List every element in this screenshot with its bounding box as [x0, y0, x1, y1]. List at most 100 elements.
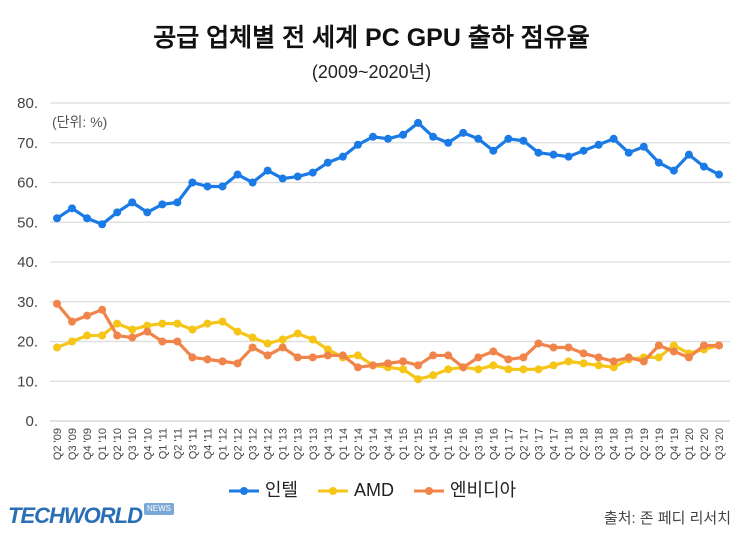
data-point-1 [68, 337, 77, 346]
data-point-2 [669, 347, 678, 356]
data-point-0 [414, 118, 423, 127]
legend-label-intel: 인텔 [264, 480, 298, 500]
data-point-1 [233, 327, 242, 336]
data-point-0 [654, 158, 663, 167]
data-point-1 [504, 365, 513, 374]
data-point-2 [218, 357, 227, 366]
data-point-0 [489, 146, 498, 155]
x-tick-label: Q1 '18 [564, 428, 576, 460]
data-point-1 [218, 317, 227, 326]
y-tick-label: 80. [17, 95, 38, 112]
x-tick-label: Q4 '16 [488, 428, 500, 460]
data-point-2 [715, 341, 723, 350]
x-tick-label: Q4 '12 [263, 428, 275, 460]
data-point-0 [474, 134, 483, 143]
data-point-0 [83, 214, 92, 223]
data-point-0 [624, 148, 633, 157]
data-point-1 [399, 365, 408, 374]
data-point-0 [715, 170, 723, 179]
data-point-2 [549, 343, 558, 352]
data-point-1 [609, 363, 618, 372]
x-tick-label: Q2 '09 [52, 428, 64, 460]
x-tick-label: Q2 '20 [699, 428, 711, 460]
legend-marker-amd [317, 486, 348, 495]
data-point-1 [549, 361, 558, 370]
data-point-0 [699, 162, 708, 171]
data-point-2 [519, 353, 528, 362]
data-point-0 [98, 220, 107, 229]
data-point-1 [173, 319, 182, 328]
data-point-2 [293, 353, 302, 362]
data-point-2 [323, 351, 332, 360]
data-point-0 [173, 198, 182, 207]
data-point-1 [248, 333, 257, 342]
data-point-2 [98, 305, 107, 314]
data-point-0 [68, 204, 77, 213]
x-tick-label: Q3 '17 [533, 428, 545, 460]
x-tick-label: Q3 '13 [308, 428, 320, 460]
data-point-1 [263, 339, 272, 348]
data-point-1 [278, 335, 287, 344]
data-point-2 [414, 361, 423, 370]
data-point-2 [429, 351, 438, 360]
data-point-2 [579, 349, 588, 358]
data-point-1 [429, 371, 438, 380]
data-point-2 [489, 347, 498, 356]
y-tick-label: 30. [17, 294, 38, 311]
data-point-0 [504, 134, 513, 143]
y-tick-label: 60. [17, 175, 38, 192]
data-point-2 [534, 339, 543, 348]
data-point-1 [594, 361, 603, 370]
data-point-0 [293, 172, 302, 181]
data-point-2 [278, 343, 287, 352]
x-tick-label: Q2 '10 [112, 428, 124, 460]
data-point-0 [308, 168, 317, 177]
data-point-0 [579, 146, 588, 155]
data-point-2 [639, 357, 648, 366]
data-point-0 [203, 182, 212, 191]
legend-marker-nvidia [413, 486, 444, 495]
data-point-1 [323, 345, 332, 354]
source-note: 출처: 존 페디 리서치 [603, 510, 731, 527]
x-tick-label: Q4 '13 [323, 428, 335, 460]
data-point-0 [399, 130, 408, 139]
data-point-0 [248, 178, 257, 187]
data-point-2 [173, 337, 182, 346]
x-tick-label: Q4 '15 [428, 428, 440, 460]
data-point-1 [308, 335, 317, 344]
data-point-0 [338, 152, 347, 161]
x-tick-label: Q2 '19 [639, 428, 651, 460]
x-tick-label: Q4 '17 [549, 428, 561, 460]
data-point-2 [113, 331, 122, 340]
data-point-1 [98, 331, 107, 340]
x-tick-label: Q3 '19 [654, 428, 666, 460]
data-point-1 [53, 343, 61, 352]
legend-item-amd: AMD [316, 480, 394, 501]
data-point-2 [564, 343, 573, 352]
y-tick-label: 20. [17, 334, 38, 351]
x-tick-label: Q3 '10 [127, 428, 139, 460]
data-point-1 [414, 375, 423, 384]
data-point-1 [654, 353, 663, 362]
data-point-0 [444, 138, 453, 147]
data-point-2 [233, 359, 242, 368]
data-point-1 [489, 361, 498, 370]
data-point-1 [579, 359, 588, 368]
x-tick-label: Q1 '15 [398, 428, 410, 460]
data-point-1 [564, 357, 573, 366]
data-point-2 [609, 357, 618, 366]
data-point-2 [504, 355, 513, 364]
data-point-0 [158, 200, 167, 209]
data-point-0 [519, 136, 528, 145]
x-tick-label: Q3 '18 [594, 428, 606, 460]
plot-area: 0.10.20.30.40.50.60.70.80.Q2 '09 Q3 '09 Q4… [17, 95, 730, 460]
legend-label-amd: AMD [353, 480, 394, 500]
data-point-0 [143, 208, 152, 217]
data-point-2 [368, 361, 377, 370]
legend-item-intel: 인텔 [227, 480, 298, 501]
x-tick-label: Q3 '20 [714, 428, 726, 460]
data-point-1 [534, 365, 543, 374]
x-tick-label: Q1 '16 [443, 428, 455, 460]
x-tick-label: Q3 '11 [187, 428, 199, 459]
